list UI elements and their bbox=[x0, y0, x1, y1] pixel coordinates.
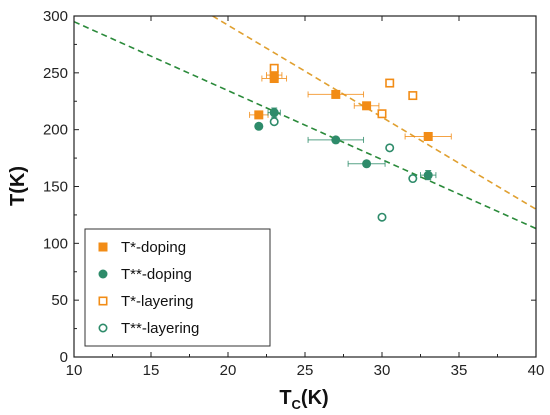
point-T**-doping-5 bbox=[423, 170, 433, 180]
fit-lines bbox=[74, 16, 536, 230]
x-tick-label-20: 20 bbox=[220, 362, 237, 379]
y-axis-title: T(K) bbox=[7, 166, 29, 206]
point-T*-layering-1 bbox=[269, 63, 279, 73]
legend-marker-T*-layering bbox=[98, 296, 108, 306]
x-tick-label-15: 15 bbox=[143, 362, 160, 379]
point-T**-layering-4 bbox=[377, 212, 387, 222]
point-T**-doping-2 bbox=[269, 108, 279, 118]
y-tick-label-250: 250 bbox=[43, 65, 68, 82]
x-tick-label-30: 30 bbox=[374, 362, 391, 379]
legend-marker-T**-doping bbox=[98, 269, 108, 279]
point-T*-doping-3 bbox=[269, 70, 279, 80]
x-axis-title-unit: (K) bbox=[301, 387, 329, 409]
legend-label-T*-layering: T*-layering bbox=[121, 293, 194, 310]
x-axis-title-main: T bbox=[279, 387, 291, 409]
point-T**-doping-1 bbox=[254, 121, 264, 131]
legend-box bbox=[84, 228, 271, 347]
x-tick-label-25: 25 bbox=[297, 362, 314, 379]
legend-label-T*-doping: T*-doping bbox=[121, 239, 186, 256]
point-T*-layering-2 bbox=[385, 78, 395, 88]
legend-label-T**-doping: T**-doping bbox=[121, 266, 192, 283]
point-T**-layering-3 bbox=[408, 174, 418, 184]
point-T*-layering-3 bbox=[408, 91, 418, 101]
point-T*-doping-1 bbox=[254, 110, 264, 120]
x-axis-title: TC(K) bbox=[279, 387, 328, 412]
point-T**-layering-1 bbox=[269, 117, 279, 127]
x-tick-label-40: 40 bbox=[528, 362, 545, 379]
y-tick-label-200: 200 bbox=[43, 122, 68, 139]
x-axis-title-subscript: C bbox=[292, 397, 302, 412]
fit-line-1 bbox=[212, 16, 536, 210]
data-points bbox=[254, 63, 433, 222]
legend-marker-T*-doping bbox=[98, 242, 108, 252]
legend-marker-T**-layering bbox=[98, 323, 108, 333]
fit-line-2 bbox=[74, 20, 536, 230]
point-T*-layering-4 bbox=[377, 109, 387, 119]
x-tick-label-35: 35 bbox=[451, 362, 468, 379]
point-T*-doping-4 bbox=[331, 89, 341, 99]
point-T*-doping-6 bbox=[423, 131, 433, 141]
legend-label-T**-layering: T**-layering bbox=[121, 320, 199, 337]
y-tick-label-150: 150 bbox=[43, 179, 68, 196]
point-T**-doping-4 bbox=[362, 159, 372, 169]
x-tick-label-10: 10 bbox=[66, 362, 83, 379]
y-tick-label-100: 100 bbox=[43, 235, 68, 252]
axis-ticks: 10 15 20 25 30 35 40 0 50 100 150 200 250 300 bbox=[43, 8, 544, 379]
point-T**-layering-2 bbox=[385, 143, 395, 153]
legend: T*-doping T**-doping T*-layering T**-layeri… bbox=[84, 228, 271, 347]
y-tick-label-300: 300 bbox=[43, 8, 68, 25]
y-tick-label-50: 50 bbox=[51, 292, 68, 309]
point-T*-doping-5 bbox=[362, 101, 372, 111]
point-T**-doping-3 bbox=[331, 135, 341, 145]
error-bars bbox=[249, 72, 452, 181]
y-tick-label-0: 0 bbox=[60, 349, 68, 366]
